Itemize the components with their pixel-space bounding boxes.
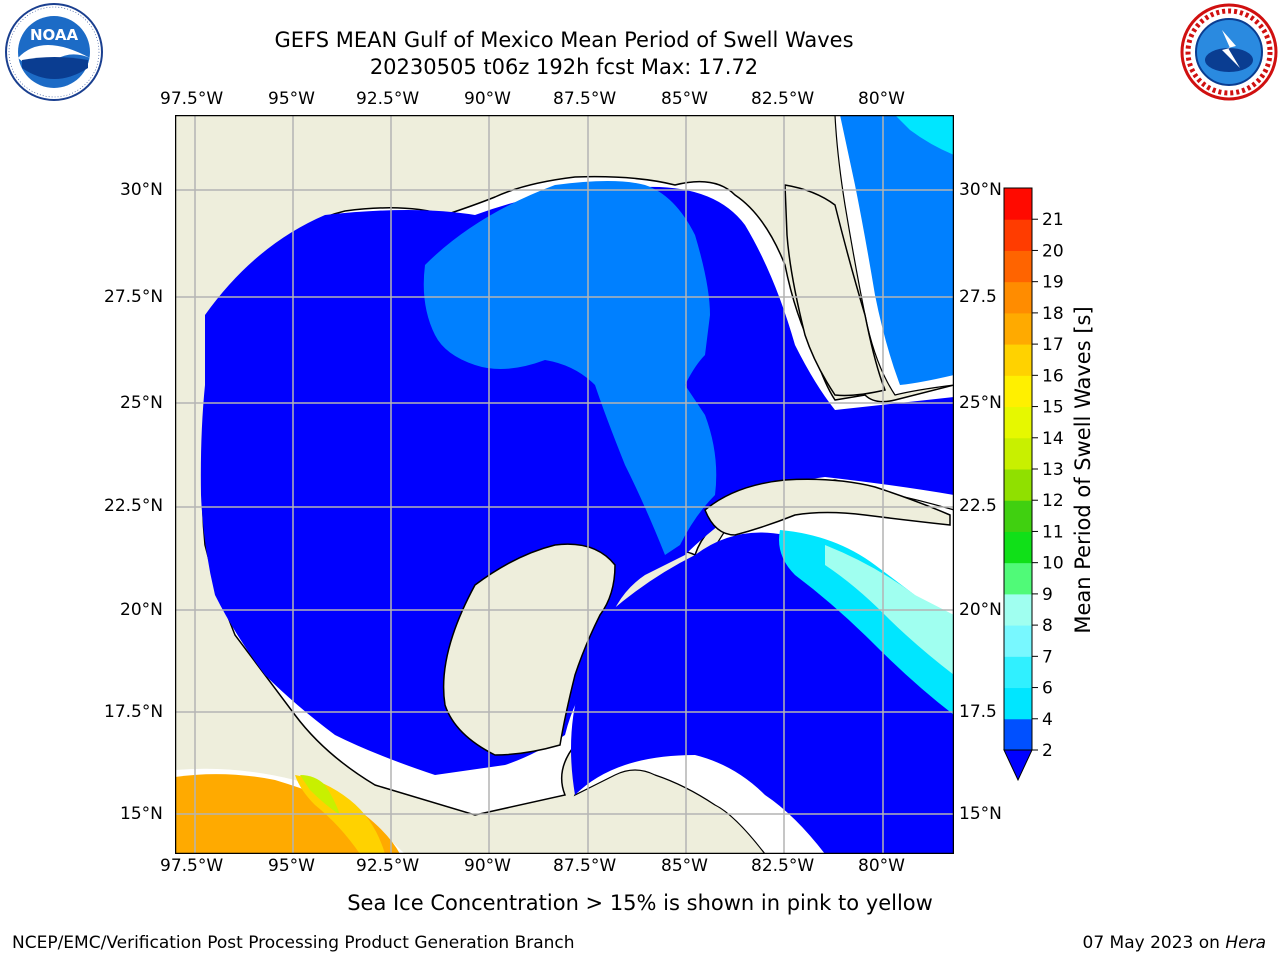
lat-label-right: 17.5 (959, 702, 997, 722)
sea-ice-note: Sea Ice Concentration > 15% is shown in … (347, 891, 933, 915)
lat-label-left: 25°N (120, 393, 163, 413)
lat-label-left: 30°N (120, 180, 163, 200)
colorbar-swatch (1004, 718, 1032, 751)
colorbar-tick-label: 12 (1042, 491, 1064, 511)
swell-2s-gulf (200, 186, 955, 775)
colorbar-swatch (1004, 219, 1032, 251)
lat-label-right: 15°N (959, 804, 1002, 824)
lat-label-right: 22.5 (959, 496, 997, 516)
colorbar-swatch (1004, 406, 1032, 439)
footer-date-text: 07 May 2023 on (1082, 933, 1220, 953)
lat-label-left: 20°N (120, 600, 163, 620)
colorbar-swatch (1004, 437, 1032, 470)
colorbar-tick-label: 16 (1042, 366, 1064, 386)
lon-label-top: 95°W (268, 89, 315, 109)
colorbar-tick-label: 7 (1042, 647, 1053, 667)
noaa-logo-text: NOAA (30, 26, 79, 44)
colorbar-swatch (1004, 687, 1032, 720)
colorbar-tick-label: 18 (1042, 304, 1064, 324)
colorbar-swatch (1004, 562, 1032, 595)
lon-label-bottom: 95°W (268, 856, 315, 876)
lon-label-top: 82.5°W (751, 89, 815, 109)
lon-label-top: 97.5°W (160, 89, 224, 109)
swell-pacific-13s (300, 775, 340, 815)
lon-label-bottom: 80°W (858, 856, 905, 876)
colorbar-tick-label: 9 (1042, 585, 1053, 605)
noaa-logo-icon: NOAA (2, 2, 106, 102)
yucatan-land (442, 543, 616, 756)
colorbar-tick-label: 2 (1042, 741, 1053, 761)
colorbar-swatch (1004, 500, 1032, 532)
lat-label-right: 25°N (959, 393, 1002, 413)
lat-label-left: 27.5°N (104, 287, 164, 307)
lat-label-left: 17.5°N (104, 702, 164, 722)
colorbar-tick-label: 21 (1042, 210, 1064, 230)
swell-2s-core (423, 181, 717, 555)
lat-label-left: 22.5°N (104, 496, 164, 516)
colorbar-tick-label: 6 (1042, 679, 1053, 699)
colorbar-tick-label: 15 (1042, 398, 1064, 418)
graticule (175, 115, 954, 854)
colorbar-swatch (1004, 531, 1032, 564)
colorbar-label: Mean Period of Swell Waves [s] (1071, 306, 1095, 634)
colorbar-tick-label: 4 (1042, 710, 1053, 730)
footer-host: Hera (1225, 933, 1266, 953)
colorbar-swatch (1004, 469, 1032, 501)
map-panel (174, 114, 955, 855)
colorbar-swatch (1004, 593, 1032, 626)
colorbar-swatch (1004, 625, 1032, 657)
lon-label-top: 90°W (464, 89, 511, 109)
colorbar-swatch (1004, 250, 1032, 283)
nws-logo-icon (1178, 2, 1280, 102)
map-frame (174, 114, 955, 855)
colorbar-tick-label: 11 (1042, 522, 1064, 542)
colorbar-swatch (1004, 188, 1032, 220)
colorbar-graphic: 2 4 6 7 8 9 10 11 12 13 14 15 16 17 18 19 20 21 (1003, 187, 1064, 782)
colorbar-under-triangle (1003, 749, 1033, 782)
colorbar-swatch (1004, 656, 1032, 689)
colorbar-tick-label: 20 (1042, 241, 1064, 261)
colorbar-tick-label: 8 (1042, 616, 1053, 636)
lon-label-bottom: 90°W (464, 856, 511, 876)
lon-label-top: 85°W (661, 89, 708, 109)
chart-subtitle: 20230505 t06z 192h fcst Max: 17.72 (369, 55, 759, 79)
lon-label-bottom: 87.5°W (553, 856, 617, 876)
swell-4s-band (779, 530, 954, 715)
lon-label-top: 92.5°W (356, 89, 420, 109)
colorbar-tick-label: 19 (1042, 273, 1064, 293)
footer-date: 07 May 2023 on Hera (1083, 933, 1267, 953)
swell-atlantic-cyan (895, 115, 954, 155)
chart-title: GEFS MEAN Gulf of Mexico Mean Period of … (274, 28, 854, 52)
footer-credit: NCEP/EMC/Verification Post Processing Pr… (12, 933, 575, 953)
map-canvas (174, 114, 955, 855)
colorbar-swatch (1004, 312, 1032, 345)
swell-atlantic (840, 115, 954, 385)
florida-land (784, 184, 887, 397)
colorbar-swatch (1004, 344, 1032, 376)
lon-label-bottom: 97.5°W (160, 856, 224, 876)
colorbar-tick-label: 10 (1042, 554, 1064, 574)
lon-label-top: 80°W (858, 89, 905, 109)
lon-label-top: 87.5°W (553, 89, 617, 109)
colorbar-swatch (1004, 281, 1032, 314)
lon-label-bottom: 92.5°W (356, 856, 420, 876)
lon-label-bottom: 85°W (661, 856, 708, 876)
colorbar-tick-label: 14 (1042, 429, 1064, 449)
colorbar-swatch (1004, 375, 1032, 408)
lat-label-right: 27.5 (959, 287, 997, 307)
lat-label-right: 20°N (959, 600, 1002, 620)
lon-label-bottom: 82.5°W (751, 856, 815, 876)
colorbar-tick-label: 13 (1042, 460, 1064, 480)
colorbar: 2 4 6 7 8 9 10 11 12 13 14 15 16 17 18 19 20 21 (990, 178, 1080, 788)
lat-label-right: 30°N (959, 180, 1002, 200)
lat-label-left: 15°N (120, 804, 163, 824)
colorbar-tick-label: 17 (1042, 335, 1064, 355)
